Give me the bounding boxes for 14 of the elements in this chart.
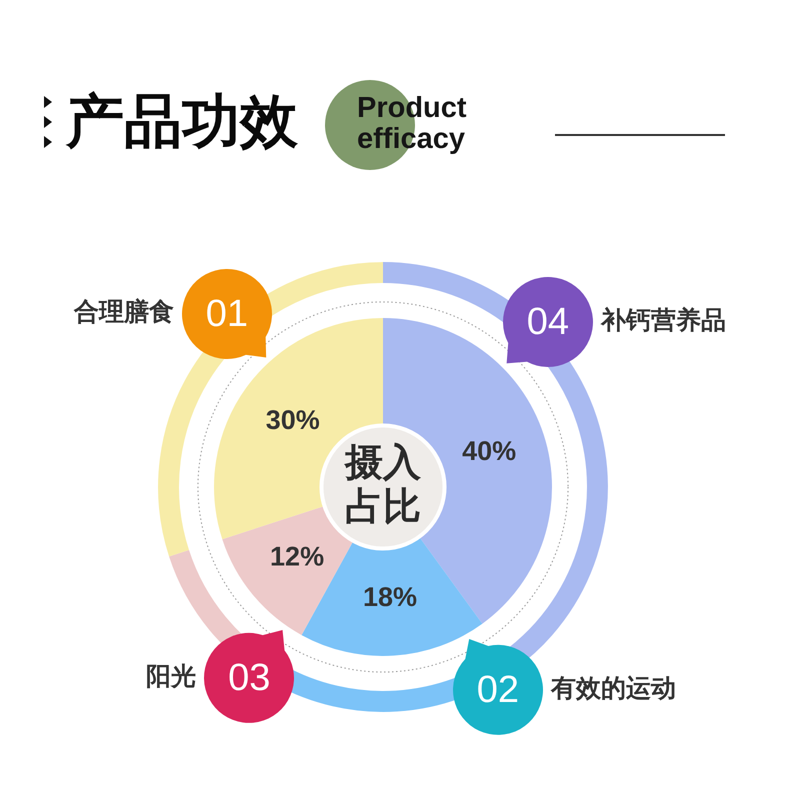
text: 摄入占比 [343,440,422,528]
slice-label: 合理膳食 [72,297,174,326]
slice-label: 阳光 [146,662,196,691]
speech-bubble: 04 [502,277,593,368]
chart-title: 产品功效 [66,87,298,155]
slice-label: 有效的运动 [550,673,676,702]
data-label: 40% [462,436,516,466]
data-label: 12% [270,542,324,572]
speech-bubble: 02 [452,639,543,735]
speech-bubble: 03 [204,630,294,724]
speech-bubble: 01 [182,268,272,359]
slice-label: 补钙营养品 [600,306,726,335]
data-label: 18% [362,582,418,612]
data-label: 30% [266,404,320,435]
